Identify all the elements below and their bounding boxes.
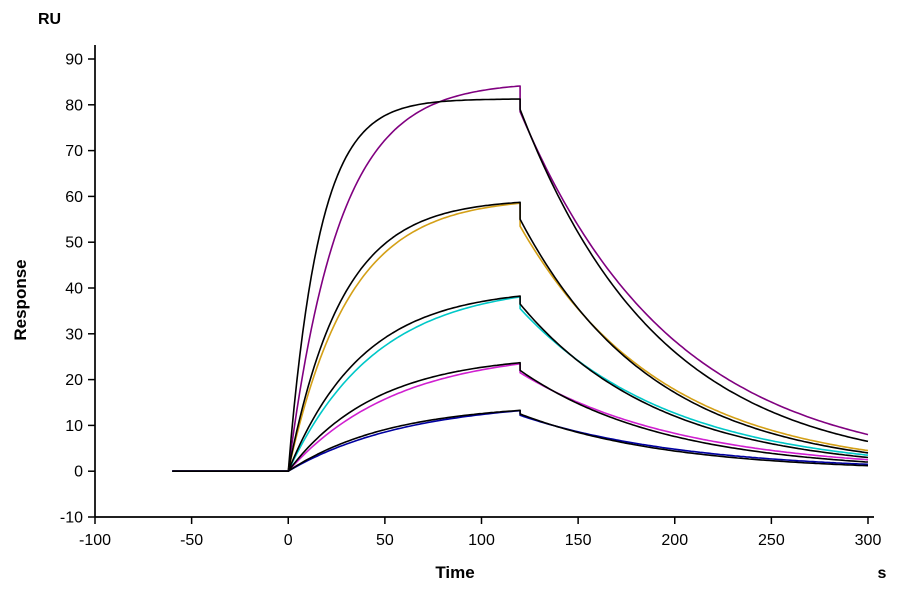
y-tick-label: 20: [65, 372, 83, 389]
y-unit-label: RU: [38, 11, 61, 28]
series-conc-3-fit: [172, 295, 869, 472]
x-tick-label: 300: [855, 532, 882, 549]
series-conc-1-fit: [172, 98, 869, 472]
x-tick-label: 200: [661, 532, 688, 549]
series-conc-4-measured: [172, 363, 869, 472]
x-unit-label: s: [878, 565, 887, 582]
series-conc-4-fit: [172, 361, 869, 472]
x-tick-label: 150: [565, 532, 592, 549]
x-tick-label: 250: [758, 532, 785, 549]
y-tick-label: 80: [65, 97, 83, 114]
y-tick-label: 60: [65, 189, 83, 206]
y-tick-label: 70: [65, 143, 83, 160]
series-conc-2-fit: [172, 201, 869, 472]
y-axis-title: Response: [11, 259, 30, 340]
series-conc-5-fit: [172, 409, 869, 472]
x-axis-title: Time: [435, 563, 474, 582]
series-conc-5-measured: [172, 409, 869, 472]
y-tick-label: 40: [65, 281, 83, 298]
x-tick-label: 50: [376, 532, 394, 549]
x-tick-label: -100: [79, 532, 111, 549]
series-conc-1-measured: [172, 85, 869, 472]
y-tick-label: 0: [74, 464, 83, 481]
series-conc-3-measured: [172, 296, 869, 472]
y-tick-label: 10: [65, 418, 83, 435]
x-tick-label: 0: [284, 532, 293, 549]
y-tick-label: -10: [60, 510, 83, 527]
y-tick-label: 90: [65, 52, 83, 69]
x-tick-label: -50: [180, 532, 203, 549]
y-tick-label: 30: [65, 326, 83, 343]
y-tick-label: 50: [65, 235, 83, 252]
x-tick-label: 100: [468, 532, 495, 549]
